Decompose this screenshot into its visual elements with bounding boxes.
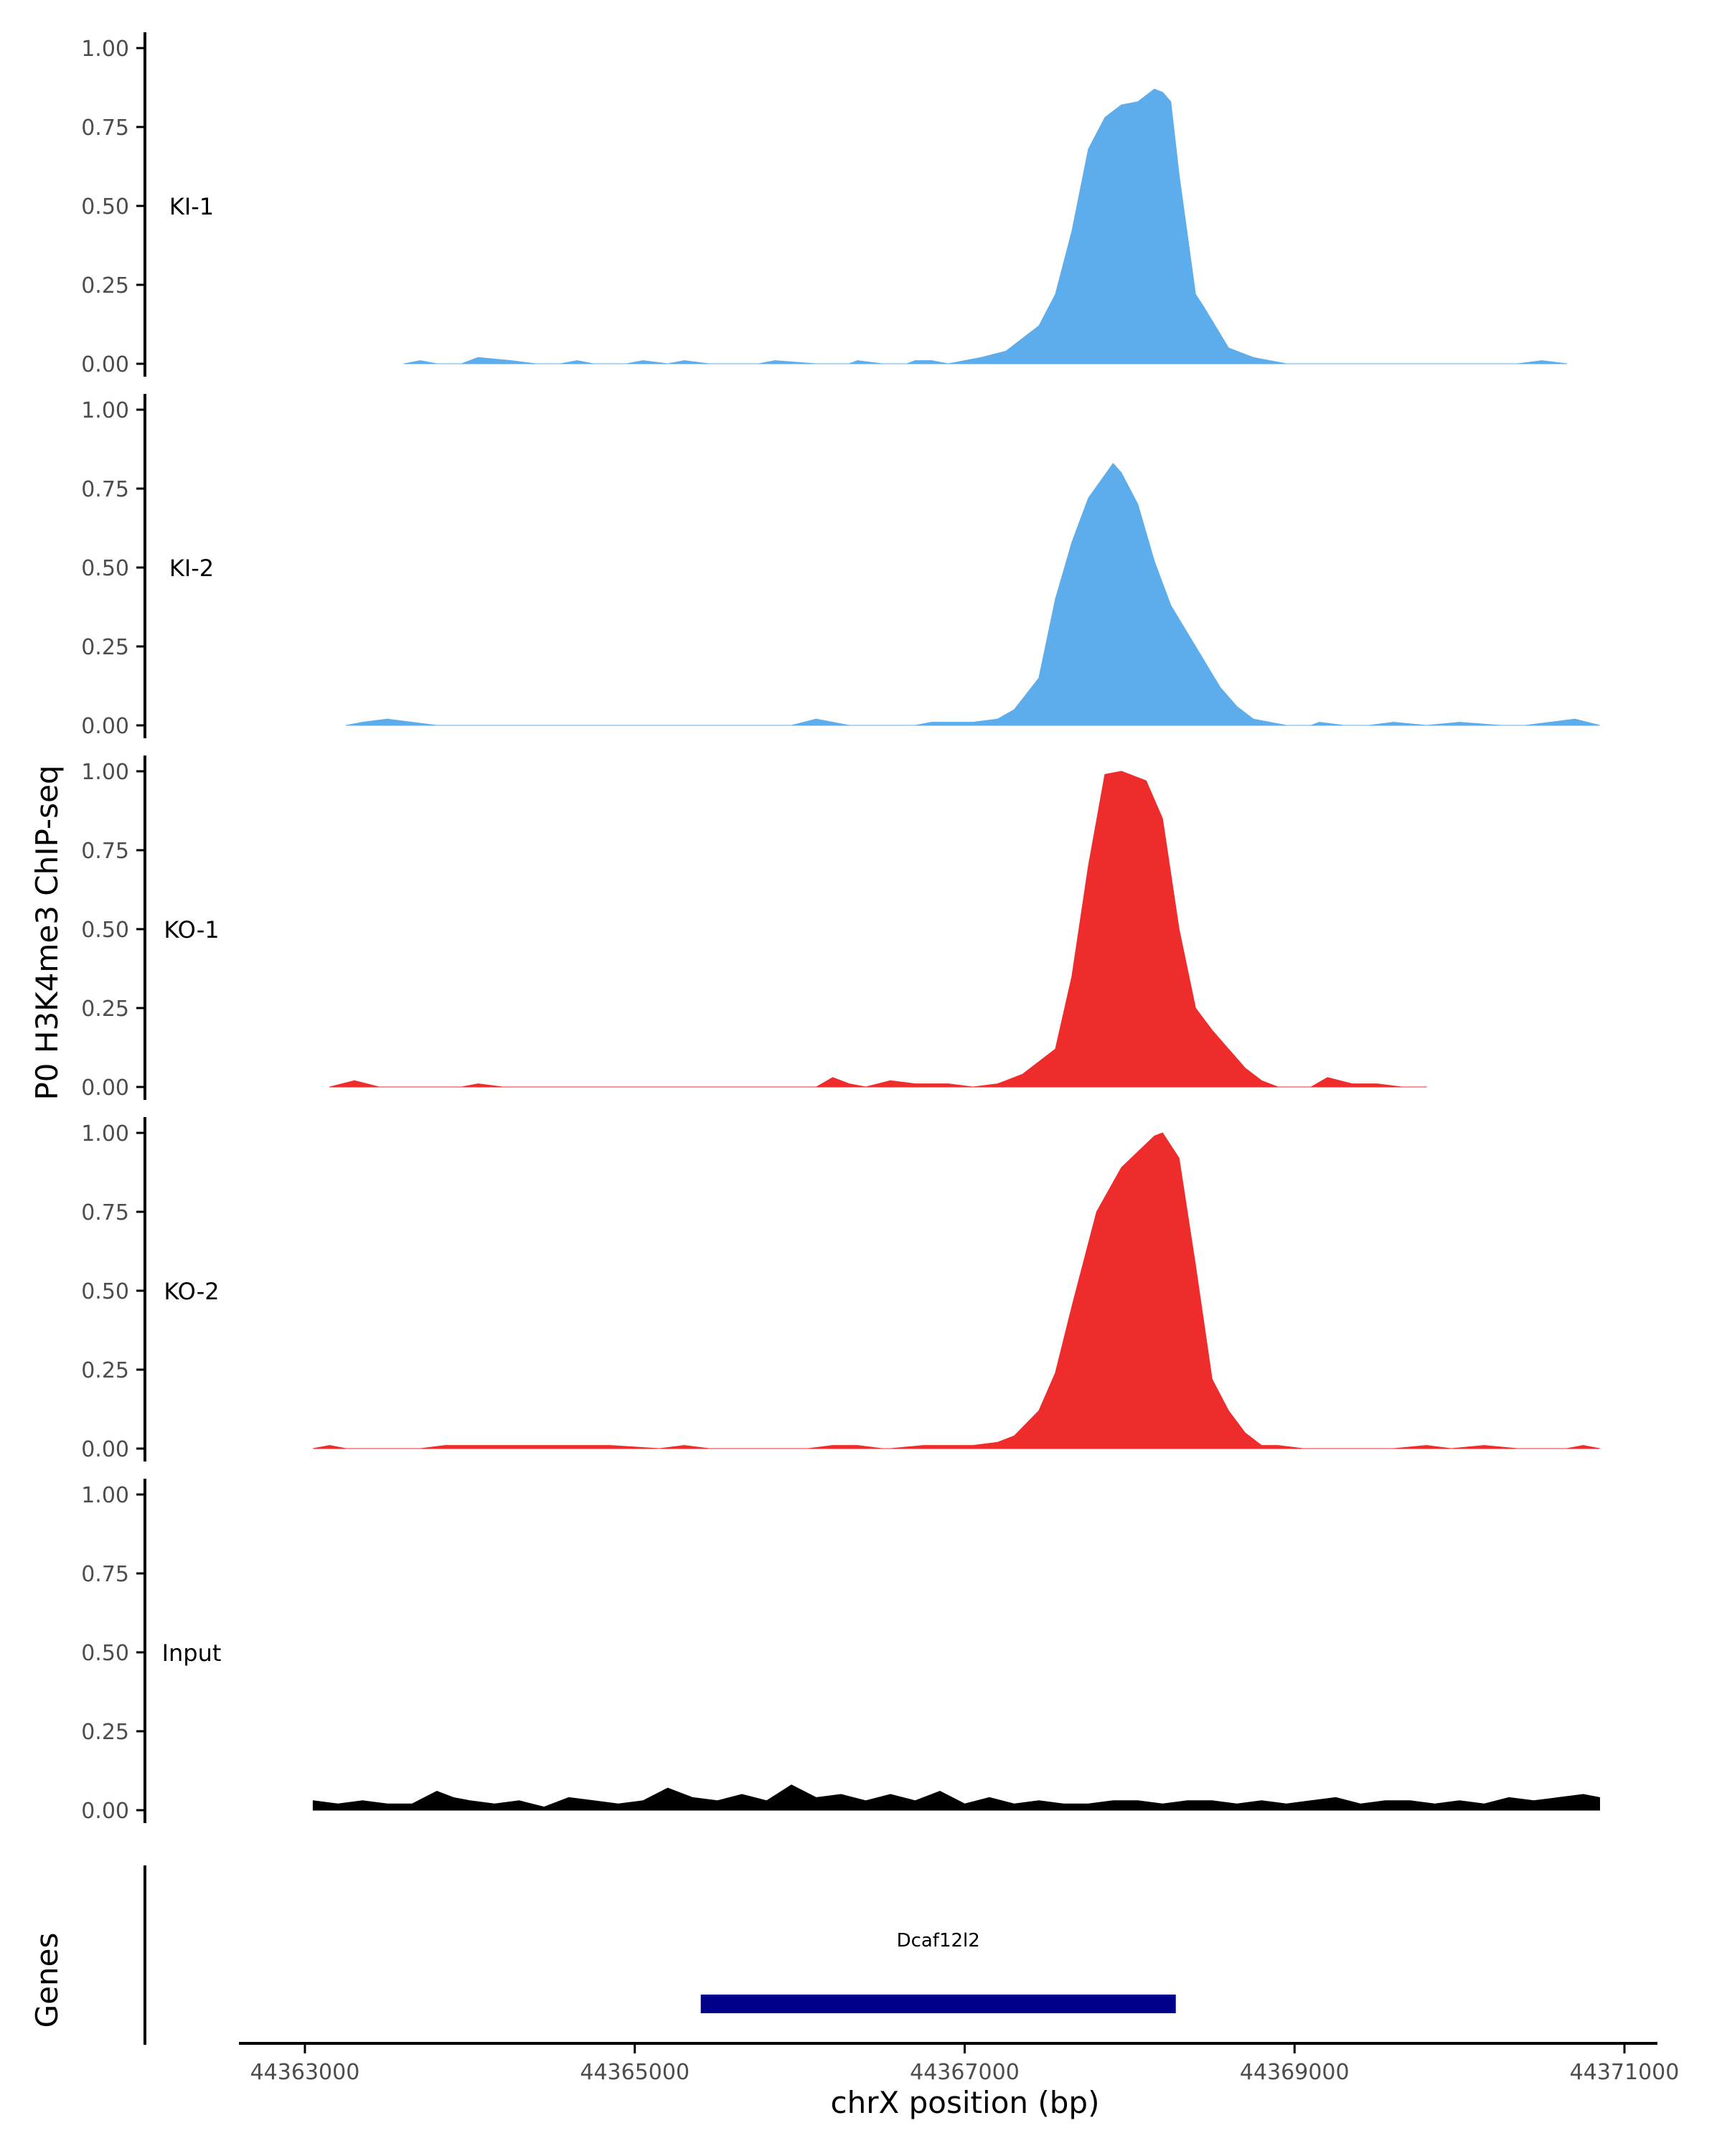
y-tick-label: 0.25: [81, 273, 129, 298]
y-tick-label: 1.00: [81, 1121, 129, 1147]
y-tick-label: 0.00: [81, 352, 129, 377]
y-tick-label: 1.00: [81, 398, 129, 423]
track-ki-2: 0.00 0.25 0.50 0.75 1.00 KI-2: [81, 394, 1600, 739]
genes-track-title: Genes: [29, 1933, 65, 2028]
y-tick-label: 0.50: [81, 194, 129, 220]
gene-name-label: Dcaf12l2: [897, 1930, 980, 1952]
y-axis-title: P0 H3K4me3 ChIP-seq: [29, 765, 65, 1100]
track-input: 0.00 0.25 0.50 0.75 1.00 Input: [81, 1479, 1600, 1824]
y-tick-label: 0.50: [81, 1279, 129, 1304]
y-tick-label: 1.00: [81, 37, 129, 62]
y-tick-label: 0.75: [81, 839, 129, 864]
y-tick-label: 1.00: [81, 760, 129, 785]
gene-bar: [700, 1995, 1176, 2013]
tracks-group: 0.00 0.25 0.50 0.75 1.00 KI-1 0.00 0.25 0.50 0.75…: [81, 32, 1600, 1824]
y-tick-label: 0.25: [81, 997, 129, 1022]
y-tick-label: 0.50: [81, 1641, 129, 1666]
series-area-ko-1: [329, 771, 1427, 1088]
track-label-ko-2: KO-2: [164, 1278, 219, 1305]
y-tick-label: 0.75: [81, 477, 129, 502]
track-ki-1: 0.00 0.25 0.50 0.75 1.00 KI-1: [81, 32, 1568, 377]
x-axis-title: chrX position (bp): [831, 2085, 1100, 2120]
track-label-ko-1: KO-1: [164, 916, 219, 943]
track-label-ki-2: KI-2: [169, 555, 214, 582]
genes-track: Dcaf12l2: [144, 1865, 1176, 2045]
y-tick-label: 0.00: [81, 714, 129, 739]
x-axis: 44363000 44365000 44367000 44369000 44371000: [239, 2042, 1680, 2085]
series-area-input: [312, 1784, 1600, 1811]
y-tick-label: 0.75: [81, 1562, 129, 1587]
y-tick-label: 0.75: [81, 1200, 129, 1225]
y-tick-label: 1.00: [81, 1483, 129, 1508]
y-tick-label: 0.00: [81, 1799, 129, 1824]
track-label-input: Input: [162, 1639, 222, 1667]
series-area-ki-1: [403, 88, 1568, 364]
x-tick-label: 44371000: [1570, 2060, 1680, 2085]
y-tick-label: 0.00: [81, 1437, 129, 1462]
y-tick-label: 0.00: [81, 1075, 129, 1101]
y-tick-label: 0.75: [81, 116, 129, 141]
x-tick-label: 44369000: [1240, 2060, 1350, 2085]
track-ko-1: 0.00 0.25 0.50 0.75 1.00 KO-1: [81, 755, 1427, 1101]
track-ko-2: 0.00 0.25 0.50 0.75 1.00 KO-2: [81, 1117, 1600, 1462]
series-area-ko-2: [312, 1132, 1600, 1449]
series-area-ki-2: [345, 463, 1600, 726]
y-tick-label: 0.50: [81, 556, 129, 581]
y-tick-label: 0.25: [81, 635, 129, 660]
track-label-ki-1: KI-1: [169, 193, 214, 220]
x-tick-label: 44363000: [250, 2060, 360, 2085]
y-tick-label: 0.25: [81, 1720, 129, 1745]
x-tick-label: 44367000: [910, 2060, 1020, 2085]
y-tick-label: 0.25: [81, 1358, 129, 1383]
x-tick-label: 44365000: [580, 2060, 690, 2085]
y-tick-label: 0.50: [81, 918, 129, 943]
